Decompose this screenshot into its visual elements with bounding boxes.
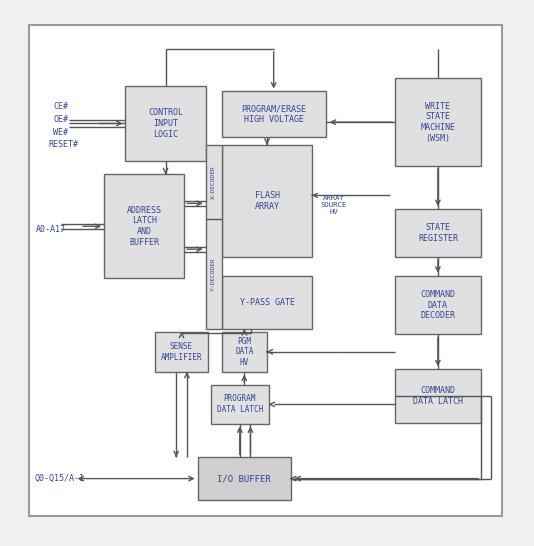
Text: COMMAND
DATA
DECODER: COMMAND DATA DECODER [420, 290, 456, 321]
Text: WE#: WE# [53, 128, 68, 136]
FancyBboxPatch shape [222, 91, 326, 137]
Text: ARRAY
SOURCE
HV: ARRAY SOURCE HV [320, 194, 347, 215]
Text: RESET#: RESET# [48, 140, 78, 150]
Text: COMMAND
DATA LATCH: COMMAND DATA LATCH [413, 386, 463, 406]
FancyBboxPatch shape [222, 145, 312, 257]
Text: PROGRAM/ERASE
HIGH VOLTAGE: PROGRAM/ERASE HIGH VOLTAGE [241, 104, 306, 124]
FancyBboxPatch shape [206, 145, 222, 329]
Text: CE#: CE# [53, 102, 68, 111]
FancyBboxPatch shape [198, 457, 291, 500]
Text: STATE
REGISTER: STATE REGISTER [418, 223, 458, 243]
Text: WRITE
STATE
MACHINE
(WSM): WRITE STATE MACHINE (WSM) [420, 102, 456, 143]
Text: I/O BUFFER: I/O BUFFER [217, 474, 271, 483]
Text: FLASH
ARRAY: FLASH ARRAY [255, 191, 279, 211]
FancyBboxPatch shape [155, 332, 208, 372]
FancyBboxPatch shape [395, 209, 481, 257]
FancyBboxPatch shape [211, 385, 269, 424]
FancyBboxPatch shape [395, 276, 481, 334]
Text: Y-DECODER: Y-DECODER [211, 257, 216, 290]
FancyBboxPatch shape [395, 369, 481, 423]
Text: Y-PASS GATE: Y-PASS GATE [240, 298, 294, 307]
FancyBboxPatch shape [222, 332, 267, 372]
FancyBboxPatch shape [125, 86, 206, 161]
Text: A0-A17: A0-A17 [36, 225, 66, 234]
Text: PGM
DATA
HV: PGM DATA HV [235, 336, 254, 367]
Text: X-DECODER: X-DECODER [211, 165, 216, 199]
FancyBboxPatch shape [222, 276, 312, 329]
Text: Q0-Q15/A-1: Q0-Q15/A-1 [35, 474, 85, 483]
Text: SENSE
AMPLIFIER: SENSE AMPLIFIER [161, 342, 202, 361]
Text: ADDRESS
LATCH
AND
BUFFER: ADDRESS LATCH AND BUFFER [127, 206, 162, 247]
FancyBboxPatch shape [104, 174, 184, 278]
FancyBboxPatch shape [395, 78, 481, 166]
Text: OE#: OE# [53, 115, 68, 124]
FancyBboxPatch shape [29, 25, 502, 516]
Text: PROGRAM
DATA LATCH: PROGRAM DATA LATCH [217, 395, 263, 414]
Text: CONTROL
INPUT
LOGIC: CONTROL INPUT LOGIC [148, 108, 183, 139]
